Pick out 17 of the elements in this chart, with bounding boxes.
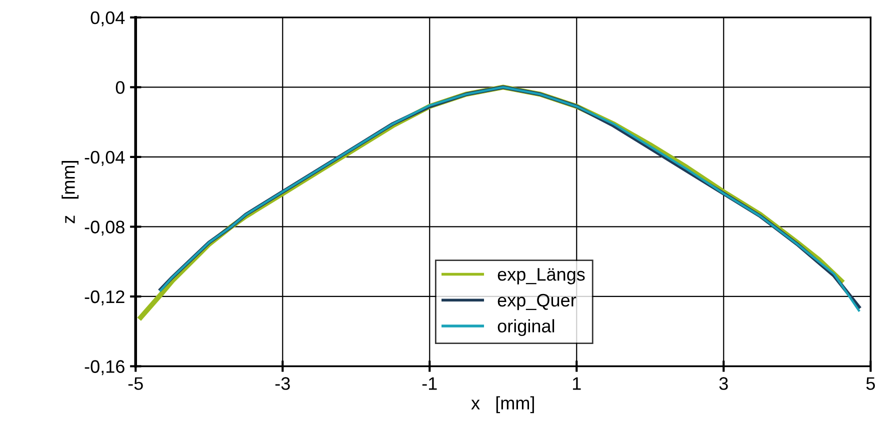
y-tick-label: 0: [116, 81, 125, 94]
legend-label: exp_Quer: [498, 294, 576, 310]
y-tick-label: -0,08: [84, 220, 124, 236]
legend-label: exp_Längs: [498, 268, 585, 284]
y-tick-label: -0,04: [84, 150, 125, 166]
y-tick-label: -0,12: [84, 290, 124, 306]
x-axis-title: x [mm]: [471, 396, 534, 414]
y-tick-label: 0,04: [90, 11, 125, 26]
x-tick-label: 1: [572, 377, 581, 390]
y-tick-label: -0,16: [84, 360, 124, 376]
x-tick-label: -1: [422, 377, 437, 390]
x-tick-label: 5: [866, 377, 875, 390]
x-tick-label: -3: [275, 377, 290, 390]
x-tick-label: 3: [719, 377, 728, 390]
x-tick-label: -5: [128, 377, 143, 390]
y-axis-title: z [mm]: [62, 161, 79, 224]
legend-label: original: [498, 319, 554, 336]
